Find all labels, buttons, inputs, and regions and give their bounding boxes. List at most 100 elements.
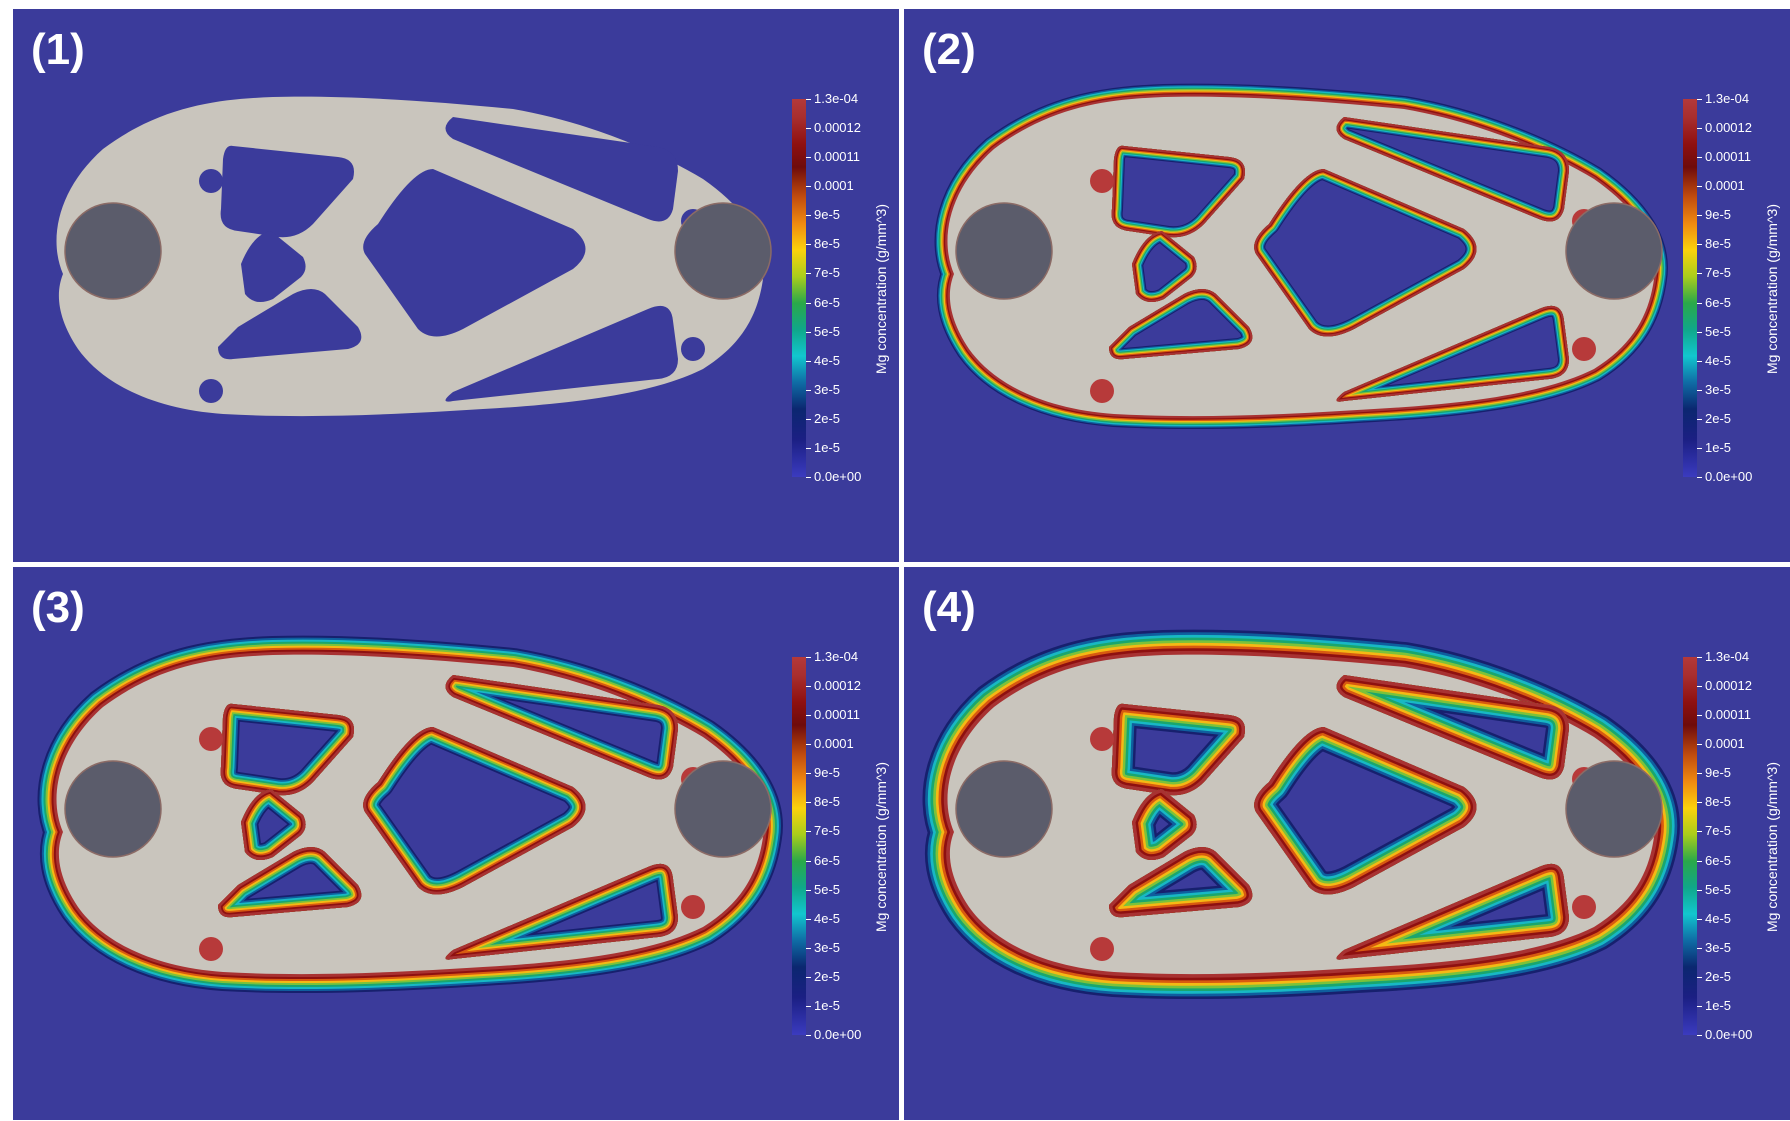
colorbar-tick-label: 1e-5 [814,997,841,1013]
colorbar-title: Mg concentration (g/mm^3) [873,762,889,932]
colorbar-tick-label: 9e-5 [1705,765,1732,781]
small-island [199,379,223,403]
colorbar-tick [1697,331,1702,333]
panel-label: (4) [922,583,976,632]
colorbar-gradient [1683,99,1697,477]
colorbar-tick [1697,389,1702,391]
right-pin [1565,760,1663,858]
colorbar-tick-label: 0.00012 [814,678,861,694]
colorbar-tick-label: 0.0001 [1705,736,1745,752]
colorbar-tick [806,215,811,217]
small-island [1090,169,1114,193]
colorbar-tick-label: 4e-5 [1705,352,1732,368]
small-island [199,727,223,751]
colorbar-tick-label: 0.0e+00 [814,469,862,484]
small-island [681,337,705,361]
colorbar-tick-label: 5e-5 [1705,323,1732,339]
colorbar-tick-label: 3e-5 [814,381,841,397]
colorbar-tick-label: 0.00011 [814,149,861,165]
colorbar-tick-label: 0.00012 [1705,120,1752,136]
colorbar-tick-label: 0.00011 [814,707,861,723]
left-pin [64,760,162,858]
colorbar-tick-label: 0.0e+00 [1705,469,1753,484]
colorbar-tick-label: 1e-5 [814,439,841,455]
colorbar-tick-label: 8e-5 [1705,794,1732,810]
colorbar-tick [806,331,811,333]
colorbar-tick [806,686,811,688]
colorbar-tick [1697,215,1702,217]
colorbar-tick [806,918,811,920]
colorbar-tick-label: 8e-5 [814,236,841,252]
colorbar-tick [1697,715,1702,717]
colorbar-gradient [1683,657,1697,1035]
colorbar-tick [806,244,811,246]
panel-label: (2) [922,25,976,74]
colorbar-tick-label: 3e-5 [1705,381,1732,397]
colorbar-tick [1697,831,1702,833]
colorbar-tick [1697,947,1702,949]
colorbar-tick [806,99,811,100]
colorbar-tick [1697,477,1702,478]
colorbar-tick-label: 2e-5 [1705,968,1732,984]
colorbar-tick [1697,860,1702,862]
colorbar-tick-label: 4e-5 [1705,910,1732,926]
colorbar-tick-label: 0.0e+00 [1705,1027,1753,1042]
colorbar-tick [806,889,811,891]
panel-2: (2) 1.3e-04 0.00012 0.00011 0.0001 9e-5 8e-5 7… [904,9,1790,562]
colorbar-tick-label: 8e-5 [1705,236,1732,252]
colorbar-tick-label: 0.00011 [1705,707,1752,723]
colorbar-tick-label: 1e-5 [1705,439,1732,455]
colorbar-tick-label: 6e-5 [1705,852,1732,868]
colorbar-tick [1697,889,1702,891]
colorbar-tick [806,773,811,775]
colorbar-tick [1697,244,1702,246]
colorbar-tick-label: 0.00012 [1705,678,1752,694]
colorbar-tick-label: 5e-5 [814,881,841,897]
colorbar-tick-label: 0.0e+00 [814,1027,862,1042]
colorbar-tick [1697,686,1702,688]
colorbar-tick-label: 9e-5 [1705,207,1732,223]
colorbar-title: Mg concentration (g/mm^3) [1764,762,1780,932]
colorbar-tick-label: 0.00011 [1705,149,1752,165]
colorbar-tick-label: 8e-5 [814,794,841,810]
panel-3: (3) 1.3e-04 0.00012 0.00011 0.0001 9e-5 8e-5 7… [13,567,899,1120]
colorbar-tick [806,273,811,275]
panel-1: (1) 1.3e-04 0.00012 0.00011 0.0001 9e-5 8e-5 7… [13,9,899,562]
simulation-field [904,567,1790,1120]
small-island [681,895,705,919]
colorbar-tick-label: 9e-5 [814,765,841,781]
colorbar-tick-label: 1.3e-04 [814,91,859,106]
colorbar-tick [806,744,811,746]
panel-4: (4) 1.3e-04 0.00012 0.00011 0.0001 9e-5 8e-5 7… [904,567,1790,1120]
colorbar-gradient [792,657,806,1035]
colorbar-tick [1697,1035,1702,1036]
simulation-field [13,567,899,1120]
colorbar-tick-label: 2e-5 [1705,410,1732,426]
colorbar-tick [806,360,811,362]
colorbar-tick [806,128,811,130]
colorbar-tick [1697,186,1702,188]
colorbar-tick-label: 0.0001 [814,736,854,752]
small-island [1572,337,1596,361]
colorbar-tick-label: 3e-5 [814,939,841,955]
colorbar-tick [806,389,811,391]
colorbar-tick-label: 2e-5 [814,410,841,426]
small-island [1090,727,1114,751]
colorbar-tick-label: 0.0001 [814,178,854,194]
colorbar-tick [806,1035,811,1036]
small-island [1572,895,1596,919]
colorbar-title: Mg concentration (g/mm^3) [873,204,889,374]
colorbar-tick [806,157,811,159]
colorbar-tick [806,947,811,949]
colorbar-tick [806,802,811,804]
colorbar-tick [1697,302,1702,304]
colorbar-tick [806,976,811,978]
colorbar-tick-label: 0.0001 [1705,178,1745,194]
colorbar-tick-label: 6e-5 [814,294,841,310]
colorbar-tick [1697,773,1702,775]
colorbar-tick-label: 5e-5 [814,323,841,339]
left-pin [955,202,1053,300]
left-pin [955,760,1053,858]
right-pin [674,760,772,858]
